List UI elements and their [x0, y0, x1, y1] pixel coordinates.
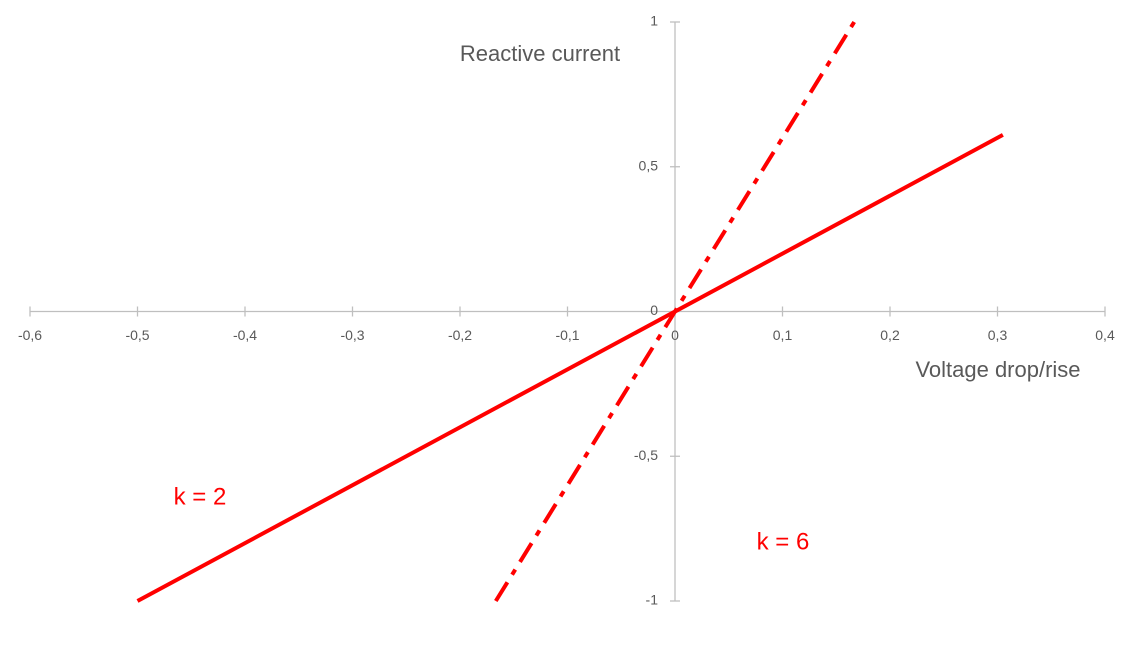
series-label: k = 2: [174, 483, 227, 510]
x-tick-label: -0,5: [125, 327, 149, 343]
x-tick-label: 0: [671, 327, 679, 343]
y-tick-label: 0: [650, 302, 658, 318]
x-tick-label: 0,4: [1095, 327, 1115, 343]
series-line: [136, 133, 1004, 603]
x-tick-label: -0,2: [448, 327, 472, 343]
y-tick-label: -0,5: [634, 447, 658, 463]
x-tick-label: 0,3: [988, 327, 1008, 343]
y-tick-label: -1: [646, 592, 659, 608]
y-axis-title: Reactive current: [460, 41, 620, 66]
x-tick-label: -0,1: [555, 327, 579, 343]
series-label: k = 6: [757, 528, 810, 555]
series-line: [494, 20, 856, 603]
y-tick-label: 0,5: [639, 157, 659, 173]
x-tick-label: 0,2: [880, 327, 900, 343]
x-tick-label: 0,1: [773, 327, 793, 343]
x-axis-title: Voltage drop/rise: [915, 357, 1080, 382]
x-tick-label: -0,3: [340, 327, 364, 343]
x-tick-label: -0,6: [18, 327, 42, 343]
x-tick-label: -0,4: [233, 327, 257, 343]
y-tick-label: 1: [650, 13, 658, 29]
